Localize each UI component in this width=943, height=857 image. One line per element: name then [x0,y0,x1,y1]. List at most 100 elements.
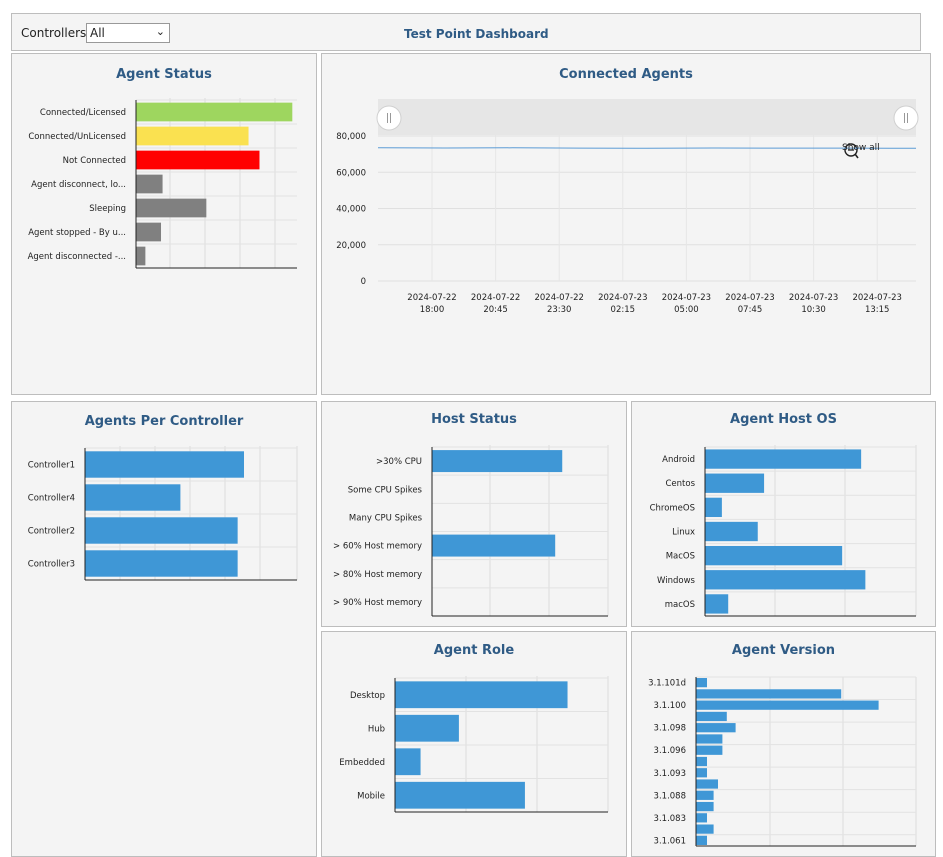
x-tick-label-date: 2024-07-23 [789,293,838,303]
bar [395,681,568,709]
controllers-select-value: All [90,26,105,40]
bar-category-label: Controller3 [28,560,75,570]
bar-category-label: Mobile [357,791,385,801]
agent-host-os-panel: Agent Host OS [631,401,936,627]
controllers-select[interactable]: All ⌄ [86,23,170,43]
agent-role-title: Agent Role [433,643,515,658]
bar [696,756,707,767]
x-tick-label-time: 20:45 [483,305,508,315]
bar-category-label: Centos [665,479,695,489]
x-tick-label-date: 2024-07-22 [471,293,520,303]
range-handle [893,105,919,131]
bar [696,700,879,710]
bar [696,711,727,722]
x-tick-label-time: 02:15 [611,305,636,315]
agents-per-controller-title: Agents Per Controller [84,414,244,429]
bar [696,678,707,688]
bar [432,450,563,473]
bar [705,570,866,590]
zoom-out-icon [844,143,858,157]
agent-version-title: Agent Version [731,643,836,658]
x-tick-label-time: 05:00 [674,305,699,315]
connected-agents-title: Connected Agents [559,67,693,82]
bar-category-label: Desktop [350,691,385,701]
x-tick-label-time: 07:45 [738,305,763,315]
y-tick-label: 60,000 [336,168,366,178]
bar-category-label: 3.1.096 [654,746,686,756]
x-tick-label-date: 2024-07-22 [534,293,583,303]
x-tick-label-date: 2024-07-23 [852,293,901,303]
bar [395,714,459,742]
bar [696,835,707,845]
host-status-panel: Host Status [321,401,627,627]
show-all-button[interactable]: Show all [842,143,880,153]
bar-category-label: Agent disconnected -... [28,252,126,262]
x-tick-label-time: 18:00 [420,305,445,315]
y-tick-label: 40,000 [336,205,366,215]
bar-category-label: Controller2 [28,527,75,537]
bar-category-label: MacOS [666,552,695,562]
bar [85,484,181,511]
agent-role-panel: Agent Role [321,631,627,857]
host-status-title: Host Status [431,412,517,427]
zoom-out-icon-handle [854,153,859,159]
bar-category-label: 3.1.100 [654,701,686,711]
bar-category-label: 3.1.083 [654,814,686,824]
bar [136,222,162,242]
bar-category-label: Controller4 [28,494,75,504]
bar [696,813,707,823]
bar-category-label: Linux [672,528,695,538]
bar [705,594,729,614]
x-tick-label-date: 2024-07-22 [407,293,456,303]
bar-category-label: Windows [657,576,696,586]
bar-category-label: macOS [665,600,695,610]
bar-category-label: 3.1.088 [654,791,686,801]
agent-status-title: Agent Status [116,67,212,82]
bar [136,150,260,170]
chevron-down-icon: ⌄ [155,25,165,38]
bar-category-label: 3.1.101d [648,679,686,689]
bar [395,748,421,776]
bar-category-label: Connected/Licensed [40,108,126,118]
bar [136,102,293,122]
bar-category-label: Android [662,455,695,465]
bar-category-label: Sleeping [89,204,126,214]
agent-version-panel: Agent Version [631,631,936,857]
x-tick-label-date: 2024-07-23 [598,293,647,303]
bar [696,745,723,755]
bar [705,473,765,493]
bar [395,781,525,809]
bar [85,550,238,577]
x-tick-label-date: 2024-07-23 [662,293,711,303]
bar [136,198,207,218]
bar [696,801,714,812]
x-tick-label-date: 2024-07-23 [725,293,774,303]
bar-category-label: Connected/UnLicensed [28,132,126,142]
bar [136,246,146,266]
range-navigator [378,99,916,135]
bar-category-label: Hub [368,724,385,734]
x-tick-label-time: 13:15 [865,305,890,315]
bar [705,497,722,518]
y-tick-label: 20,000 [336,241,366,251]
range-handle [376,105,402,131]
bar [696,689,842,699]
bar [136,126,249,146]
bar-category-label: > 60% Host memory [333,542,422,552]
bar-category-label: > 90% Host memory [333,598,422,608]
x-tick-label-time: 23:30 [547,305,572,315]
bar-category-label: >30% CPU [376,457,422,467]
bar [705,449,862,469]
bar [696,779,718,789]
bar [696,790,714,800]
bar-category-label: Not Connected [63,156,126,166]
bar [696,723,736,733]
y-tick-label: 80,000 [336,132,366,142]
